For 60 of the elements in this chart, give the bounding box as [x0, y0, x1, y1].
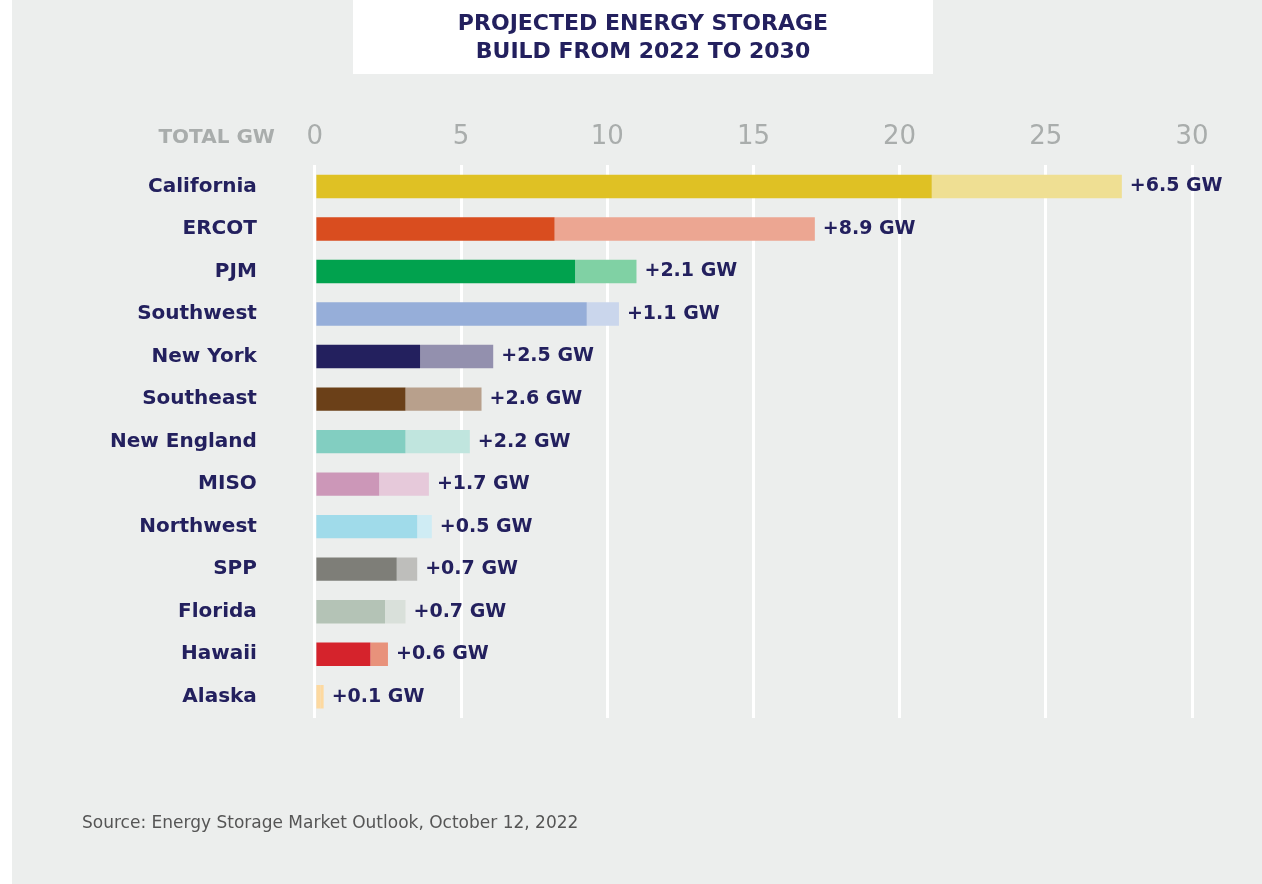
bar — [316, 174, 932, 199]
bar — [586, 302, 619, 326]
y-tick-label: California — [148, 172, 257, 197]
data-label: +8.9 GW — [822, 215, 916, 238]
data-label: +1.1 GW — [626, 300, 720, 323]
data-label: +1.7 GW — [436, 471, 530, 494]
bar — [396, 557, 418, 581]
bar — [316, 217, 555, 241]
data-label: +2.6 GW — [489, 386, 583, 409]
bar — [405, 387, 482, 411]
bar — [316, 429, 406, 454]
bar — [554, 217, 815, 241]
y-tick-label: Hawaii — [180, 640, 257, 665]
x-tick-label: 25 — [1029, 120, 1063, 151]
y-tick-label: ERCOT — [182, 215, 258, 240]
bar — [316, 302, 587, 326]
y-tick-label: Alaska — [182, 682, 257, 707]
bar — [316, 600, 386, 624]
x-tick-label: 10 — [590, 120, 624, 151]
bar — [316, 259, 576, 284]
chart-title: PROJECTED ENERGY STORAGE BUILD FROM 2022 TO 2030 — [353, 0, 933, 74]
x-axis-title: TOTAL GW — [158, 124, 275, 149]
bar — [420, 344, 494, 369]
bar — [385, 600, 406, 624]
x-tick-label: 0 — [306, 120, 324, 151]
y-tick-label: Southwest — [137, 300, 258, 325]
x-tick-label: 15 — [736, 120, 770, 151]
bar — [316, 642, 371, 666]
data-label: +6.5 GW — [1129, 173, 1223, 196]
bar — [316, 472, 380, 496]
bar — [405, 429, 470, 454]
data-label: +2.1 GW — [644, 258, 738, 281]
bar — [575, 259, 637, 284]
data-label: +0.6 GW — [395, 641, 489, 664]
y-tick-label: SPP — [213, 555, 257, 580]
data-label: +0.7 GW — [413, 598, 507, 621]
bar — [316, 514, 418, 539]
bar — [316, 344, 421, 369]
bar — [316, 557, 397, 581]
x-tick-label: 30 — [1175, 120, 1209, 151]
y-tick-label: New England — [109, 427, 257, 452]
data-label: +0.5 GW — [439, 513, 533, 536]
x-tick-label: 5 — [452, 120, 470, 151]
y-tick-label: New York — [151, 342, 258, 367]
y-tick-label: MISO — [198, 470, 257, 495]
data-label: +2.5 GW — [501, 343, 594, 366]
x-tick-label: 20 — [883, 120, 917, 151]
bar — [417, 514, 432, 539]
y-tick-label: Southeast — [142, 385, 258, 410]
bar — [931, 174, 1122, 199]
data-label: +2.2 GW — [477, 428, 571, 451]
bar — [370, 642, 388, 666]
y-tick-label: Northwest — [139, 512, 258, 537]
bar — [379, 472, 429, 496]
source-note: Source: Energy Storage Market Outlook, October 12, 2022 — [82, 812, 579, 832]
data-label: +0.1 GW — [331, 683, 425, 706]
bar — [316, 387, 406, 411]
y-tick-label: PJM — [214, 257, 257, 282]
y-tick-label: Florida — [178, 597, 257, 622]
data-label: +0.7 GW — [425, 556, 518, 579]
